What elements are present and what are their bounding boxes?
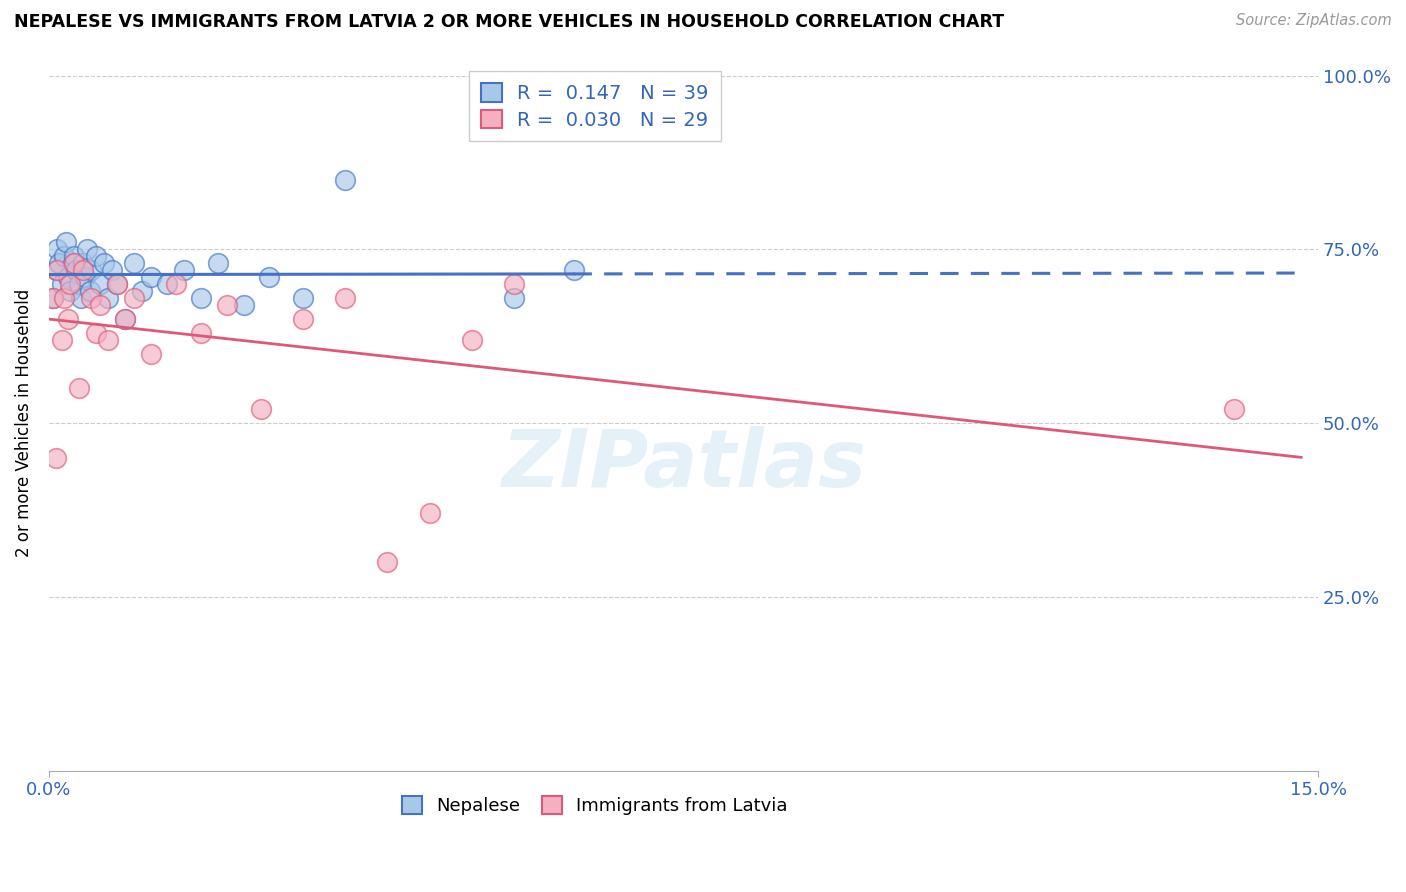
Point — [53, 291, 76, 305]
Point — [190, 291, 212, 305]
Point — [207, 256, 229, 270]
Point — [80, 263, 103, 277]
Legend: Nepalese, Immigrants from Latvia: Nepalese, Immigrants from Latvia — [392, 788, 797, 824]
Point — [101, 263, 124, 277]
Point — [76, 242, 98, 256]
Point — [42, 291, 65, 305]
Point — [114, 311, 136, 326]
Point — [461, 333, 484, 347]
Point — [59, 277, 82, 291]
Text: ZIPatlas: ZIPatlas — [501, 425, 866, 504]
Point — [122, 291, 145, 305]
Point — [56, 270, 79, 285]
Point — [65, 263, 87, 277]
Point — [63, 249, 86, 263]
Point — [97, 333, 120, 347]
Point — [215, 298, 238, 312]
Point — [42, 291, 65, 305]
Point — [1222, 402, 1244, 417]
Point — [114, 311, 136, 326]
Point — [89, 298, 111, 312]
Point — [131, 284, 153, 298]
Point — [232, 298, 254, 312]
Point — [105, 277, 128, 291]
Point — [73, 270, 96, 285]
Point — [53, 249, 76, 263]
Point — [56, 311, 79, 326]
Point — [249, 402, 271, 417]
Point — [67, 277, 90, 291]
Point — [291, 311, 314, 326]
Point — [333, 291, 356, 305]
Point — [105, 277, 128, 291]
Point — [139, 270, 162, 285]
Point — [51, 277, 73, 291]
Point — [257, 270, 280, 285]
Point — [84, 249, 107, 263]
Point — [503, 277, 526, 291]
Point — [45, 450, 67, 465]
Text: NEPALESE VS IMMIGRANTS FROM LATVIA 2 OR MORE VEHICLES IN HOUSEHOLD CORRELATION C: NEPALESE VS IMMIGRANTS FROM LATVIA 2 OR … — [14, 13, 1004, 31]
Point — [122, 256, 145, 270]
Y-axis label: 2 or more Vehicles in Household: 2 or more Vehicles in Household — [15, 289, 32, 558]
Point — [63, 256, 86, 270]
Point — [79, 284, 101, 298]
Point — [72, 256, 94, 270]
Point — [62, 256, 84, 270]
Text: Source: ZipAtlas.com: Source: ZipAtlas.com — [1236, 13, 1392, 29]
Point — [139, 346, 162, 360]
Point — [70, 291, 93, 305]
Point — [48, 256, 70, 270]
Point — [419, 507, 441, 521]
Point — [97, 291, 120, 305]
Point — [190, 326, 212, 340]
Point — [377, 555, 399, 569]
Point — [173, 263, 195, 277]
Point — [67, 381, 90, 395]
Point — [45, 263, 67, 277]
Point — [562, 263, 585, 277]
Point — [46, 242, 69, 256]
Point — [165, 277, 187, 291]
Point — [80, 291, 103, 305]
Point — [84, 326, 107, 340]
Point — [72, 263, 94, 277]
Point — [46, 263, 69, 277]
Point — [93, 256, 115, 270]
Point — [503, 291, 526, 305]
Point — [51, 333, 73, 347]
Point — [59, 284, 82, 298]
Point — [89, 277, 111, 291]
Point — [333, 173, 356, 187]
Point — [291, 291, 314, 305]
Point — [156, 277, 179, 291]
Point — [55, 235, 77, 250]
